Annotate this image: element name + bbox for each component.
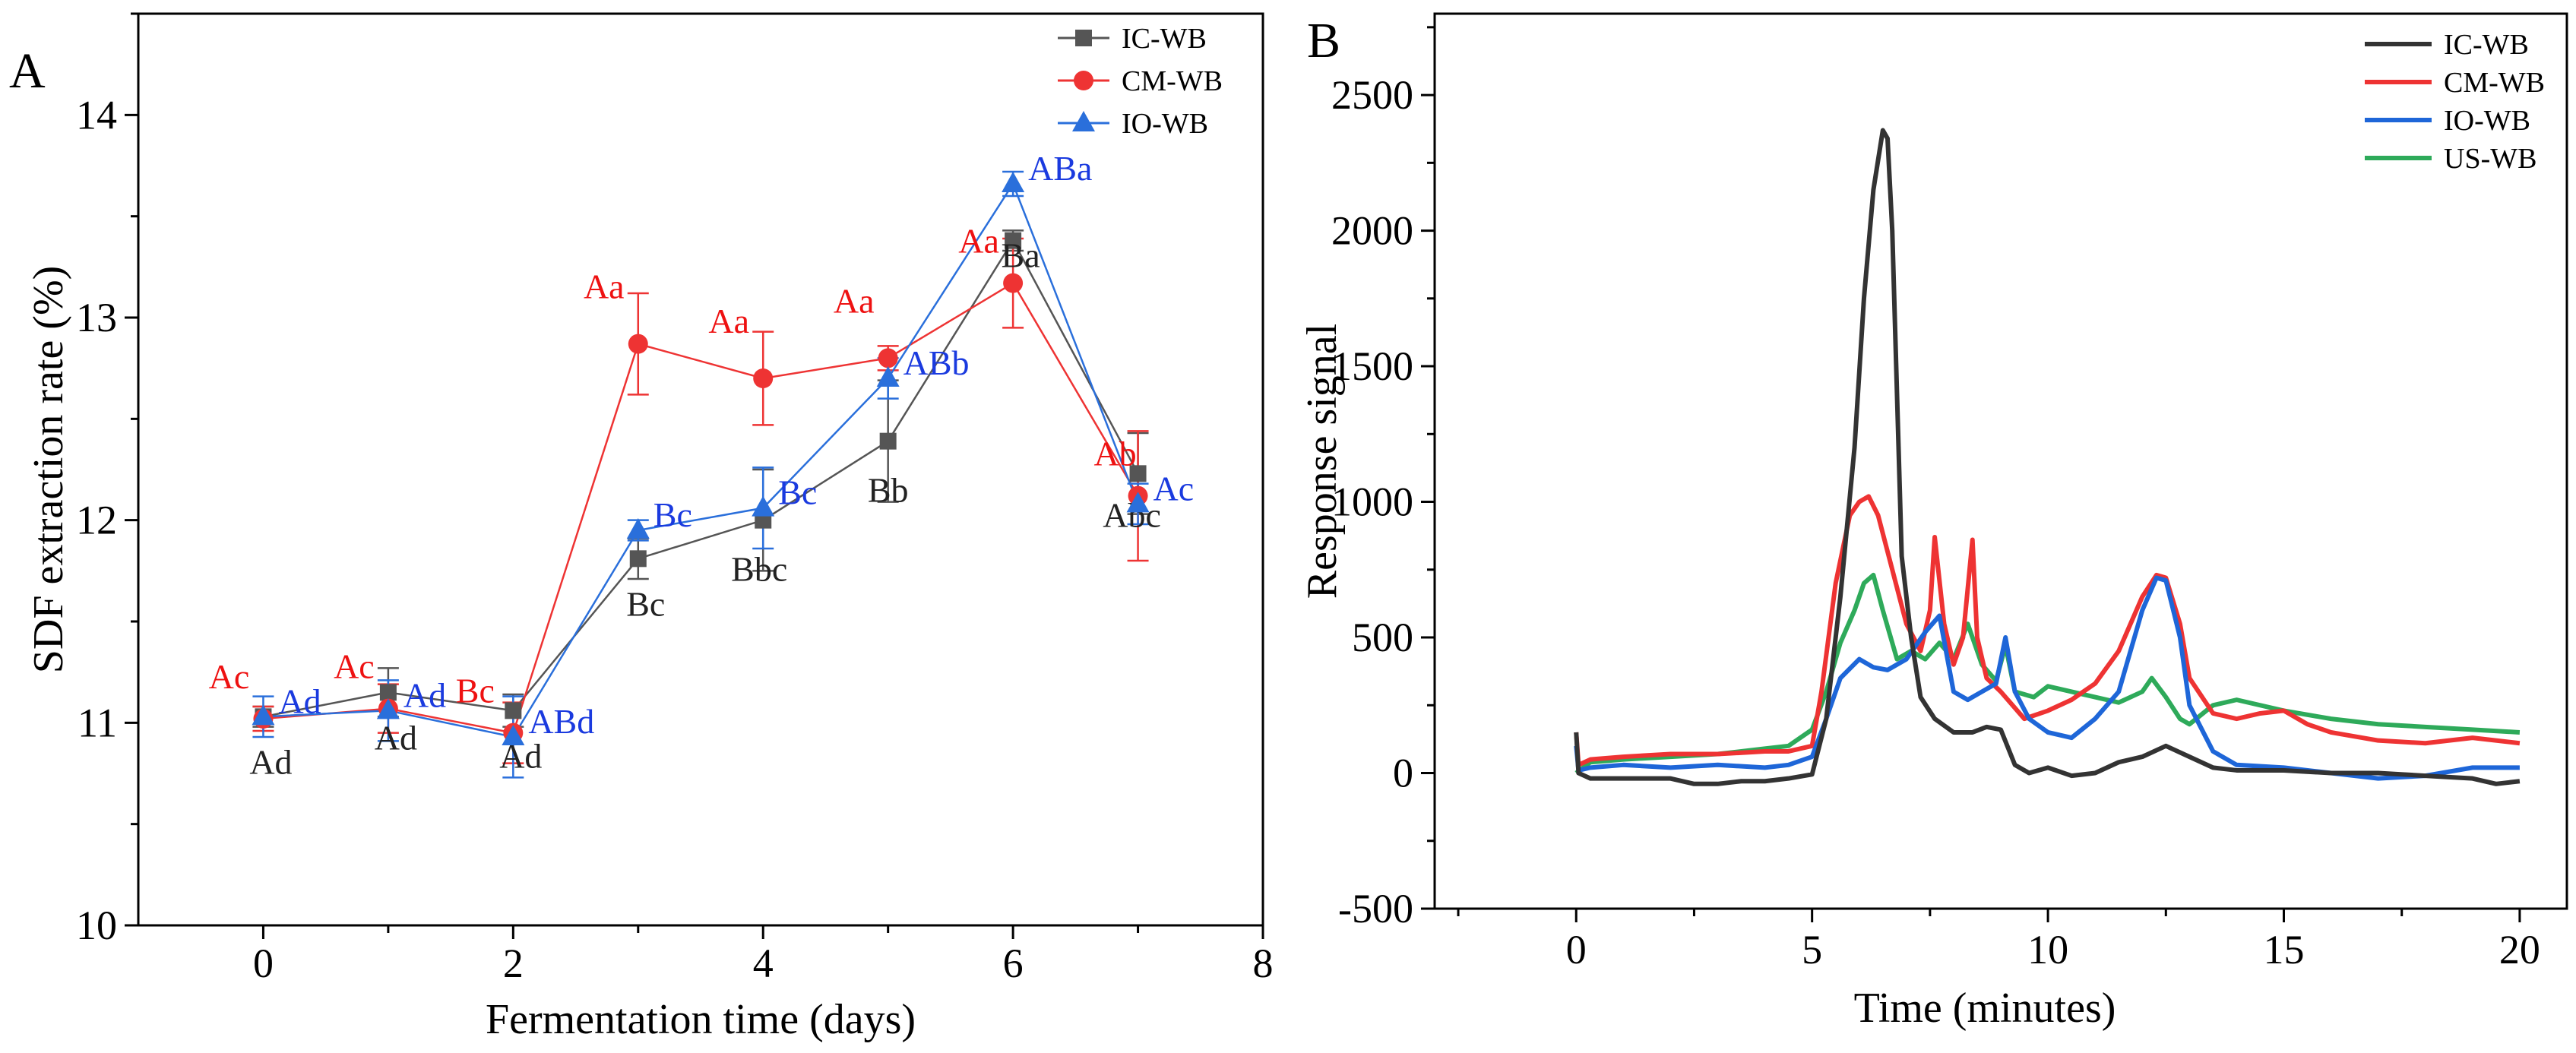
significance-label: Bb	[868, 471, 909, 510]
x-tick-label-b: 0	[1566, 927, 1587, 972]
y-axis-title-a: SDF extraction rate (%)	[25, 266, 72, 673]
data-point-circle	[878, 348, 898, 368]
axis-ticks-b: 0 5 10 15 20 -500 0 500 1000 1500 2000 2500	[1331, 26, 2540, 972]
y-tick-label-b: 0	[1393, 751, 1413, 796]
x-tick-label-a: 8	[1253, 941, 1274, 986]
trace-cm-wb	[1574, 494, 2521, 767]
y-tick-label-b: -500	[1338, 886, 1413, 931]
data-point-triangle	[626, 518, 650, 539]
legend-label: IO-WB	[1122, 108, 1208, 140]
significance-label: Ad	[403, 675, 446, 714]
x-tick-label-b: 5	[1802, 927, 1822, 972]
significance-label: Ab	[1093, 435, 1136, 473]
data-point-triangle	[752, 495, 775, 517]
series-b	[1574, 128, 2521, 786]
legend-label: CM-WB	[2444, 67, 2545, 99]
legend-b: IC-WB CM-WB IO-WB US-WB	[2365, 29, 2545, 175]
significance-label: Ad	[278, 681, 321, 720]
significance-label: Bc	[653, 495, 692, 534]
significance-label: ABd	[528, 702, 594, 741]
y-tick-label-b: 2000	[1331, 208, 1413, 254]
y-tick-label-a: 10	[76, 903, 117, 948]
data-point-triangle	[876, 366, 900, 387]
panel-letter-b: B	[1307, 13, 1340, 68]
data-point-triangle	[252, 704, 275, 726]
data-point-triangle	[502, 725, 525, 745]
trace-us-wb	[1574, 572, 2521, 775]
legend-label: CM-WB	[1122, 65, 1223, 97]
y-tick-label-b: 1000	[1331, 479, 1413, 525]
trace-ic-wb	[1574, 128, 2521, 786]
significance-label: ABa	[1028, 149, 1092, 188]
significance-label: Aa	[584, 267, 625, 306]
data-point-circle	[628, 334, 648, 354]
legend-a: IC-WB CM-WB IO-WB	[1058, 23, 1223, 140]
significance-label: ABb	[903, 343, 970, 382]
data-point-triangle	[1002, 172, 1025, 192]
chart-b: 0 5 10 15 20 -500 0 500 1000 1500 2000 2500 Time (m…	[1299, 12, 2568, 1032]
x-tick-label-b: 10	[2027, 927, 2068, 972]
y-tick-label-b: 1500	[1331, 343, 1413, 389]
significance-label: Bc	[778, 473, 817, 512]
line-io-wb	[263, 182, 1139, 738]
significance-label: Ad	[249, 742, 292, 781]
legend-marker	[1075, 30, 1092, 46]
plot-frame-b	[1433, 12, 2568, 910]
significance-label: Aa	[708, 302, 749, 340]
data-point-triangle	[376, 698, 400, 719]
plot-frame-a	[137, 12, 1264, 927]
data-point-square	[379, 684, 397, 701]
line-cm-wb	[263, 281, 1139, 735]
significance-label: Bc	[456, 672, 495, 710]
legend-marker	[1074, 71, 1093, 90]
y-axis-title-b: Response signal	[1299, 324, 1346, 599]
data-point-circle	[1003, 273, 1024, 293]
x-tick-label-b: 15	[2264, 927, 2305, 972]
significance-label: Ac	[209, 657, 250, 696]
y-tick-label-a: 14	[76, 92, 117, 138]
significance-label: Aa	[834, 281, 875, 320]
legend-label: US-WB	[2444, 143, 2536, 175]
data-point-square	[879, 432, 897, 450]
panel-letter-a: A	[9, 43, 46, 99]
data-point-square	[629, 550, 647, 568]
significance-label: Aa	[958, 222, 999, 261]
data-point-square	[1005, 232, 1022, 249]
legend-marker	[1072, 111, 1095, 131]
legend-label: IO-WB	[2444, 105, 2530, 137]
legend-label: IC-WB	[2444, 29, 2529, 61]
x-tick-label-a: 4	[753, 941, 774, 986]
data-point-square	[1129, 465, 1147, 482]
x-axis-title-b: Time (minutes)	[1854, 985, 2116, 1032]
significance-label: Ad	[375, 718, 417, 757]
x-axis-title-a: Fermentation time (days)	[486, 996, 916, 1043]
legend-label: IC-WB	[1122, 23, 1207, 55]
x-tick-label-a: 6	[1003, 941, 1024, 986]
y-tick-label-b: 500	[1352, 615, 1413, 660]
significance-label: Ac	[1154, 469, 1195, 508]
trace-io-wb	[1574, 575, 2520, 781]
y-tick-label-a: 11	[78, 700, 117, 745]
significance-label: Bc	[626, 584, 665, 623]
x-tick-label-a: 0	[253, 941, 274, 986]
data-point-circle	[753, 368, 774, 388]
data-point-square	[505, 702, 522, 719]
x-tick-label-a: 2	[503, 941, 524, 986]
y-tick-label-a: 12	[76, 498, 117, 543]
x-tick-label-b: 20	[2499, 927, 2540, 972]
y-tick-label-a: 13	[76, 295, 117, 340]
y-tick-label-b: 2500	[1331, 72, 1413, 118]
axis-ticks-a: 0 2 4 6 8 10 11 12 13 14	[76, 12, 1274, 986]
significance-label: Ac	[334, 647, 375, 686]
line-ic-wb	[263, 239, 1139, 718]
significance-label: Ba	[1002, 236, 1040, 275]
significance-label: Bbc	[731, 550, 787, 589]
data-point-triangle	[1126, 492, 1150, 513]
